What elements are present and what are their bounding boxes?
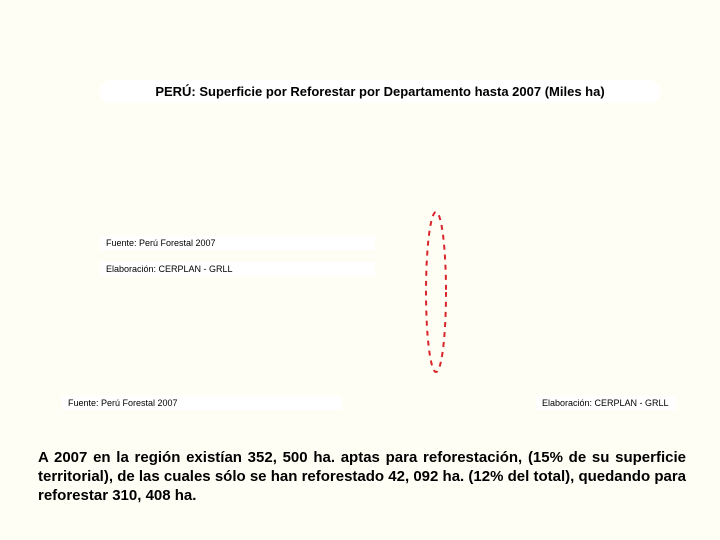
- source-line-1: Fuente: Perú Forestal 2007: [100, 236, 375, 250]
- footer-source-right: Elaboración: CERPLAN - GRLL: [536, 396, 676, 410]
- highlight-ellipse-shape: [426, 212, 446, 372]
- chart-title: PERÚ: Superficie por Reforestar por Depa…: [100, 80, 660, 103]
- highlight-ellipse: [424, 210, 448, 374]
- source-line-2: Elaboración: CERPLAN - GRLL: [100, 262, 375, 276]
- footer-source-left: Fuente: Perú Forestal 2007: [62, 396, 342, 410]
- summary-paragraph: A 2007 en la región existían 352, 500 ha…: [38, 448, 686, 506]
- slide-stage: PERÚ: Superficie por Reforestar por Depa…: [0, 0, 720, 540]
